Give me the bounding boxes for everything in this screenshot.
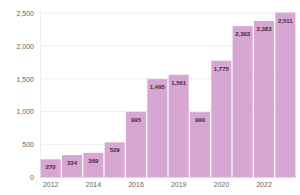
data-label: 1,495 (150, 84, 166, 90)
data-labels: 270 334 369 529 995 1,495 1,561 990 1,775 2,303 2,… (46, 18, 294, 171)
x-tick-label: 2020 (214, 181, 230, 188)
bar (190, 112, 210, 177)
y-tick: 2,500 (16, 10, 40, 17)
x-tick-label: 2012 (43, 181, 59, 188)
x-axis: 2012 2014 2016 2019 2020 2022 (41, 177, 297, 188)
data-label: 334 (67, 160, 78, 166)
x-tick: 2020 (214, 177, 230, 188)
bar (211, 61, 231, 177)
data-label: 990 (195, 117, 206, 123)
x-tick: 2019 (171, 177, 187, 188)
bar (126, 112, 146, 177)
data-label: 2,511 (278, 18, 293, 24)
bar (169, 75, 189, 177)
y-tick: 0 (30, 174, 40, 181)
bar (41, 159, 61, 177)
x-tick-label: 2022 (256, 181, 272, 188)
bars (41, 13, 296, 177)
y-tick-label: 1,000 (16, 108, 34, 115)
y-tick-label: 0 (30, 174, 34, 181)
data-label: 1,775 (214, 66, 230, 72)
bar (254, 21, 274, 177)
x-tick: 2012 (43, 177, 59, 188)
x-axis-line (41, 177, 297, 178)
data-label: 1,561 (171, 80, 187, 86)
y-tick-label: 2,500 (16, 10, 34, 17)
data-label: 369 (88, 158, 99, 164)
x-tick-label: 2016 (128, 181, 144, 188)
y-tick-label: 2,000 (16, 43, 34, 50)
x-tick: 2014 (86, 177, 102, 188)
y-tick: 2,000 (16, 43, 40, 50)
bar (275, 13, 295, 177)
data-label: 2,303 (235, 31, 251, 37)
data-label: 529 (110, 147, 121, 153)
bar (83, 153, 103, 177)
y-tick: 1,500 (16, 76, 40, 83)
data-label: 995 (131, 117, 142, 123)
y-tick-label: 500 (22, 141, 34, 148)
x-tick-label: 2019 (171, 181, 187, 188)
data-label: 2,383 (256, 26, 272, 32)
data-label: 270 (46, 164, 57, 170)
bar (147, 79, 167, 177)
y-axis: 0 500 1,000 1,500 2,000 2,500 (16, 10, 40, 181)
grid-line (40, 13, 296, 14)
bar (233, 26, 253, 177)
y-tick: 500 (22, 141, 40, 148)
x-tick: 2016 (128, 177, 144, 188)
grid (40, 13, 296, 177)
y-axis-line (40, 11, 41, 178)
x-tick: 2022 (256, 177, 272, 188)
y-tick: 1,000 (16, 108, 40, 115)
chart: 0 500 1,000 1,500 2,000 2,500 2012 2014 2016 2019… (0, 0, 300, 195)
x-tick-label: 2014 (86, 181, 102, 188)
y-tick-label: 1,500 (16, 76, 34, 83)
bar (105, 142, 125, 177)
plot-area: 0 500 1,000 1,500 2,000 2,500 2012 2014 2016 2019… (16, 10, 296, 188)
bar (62, 155, 82, 177)
